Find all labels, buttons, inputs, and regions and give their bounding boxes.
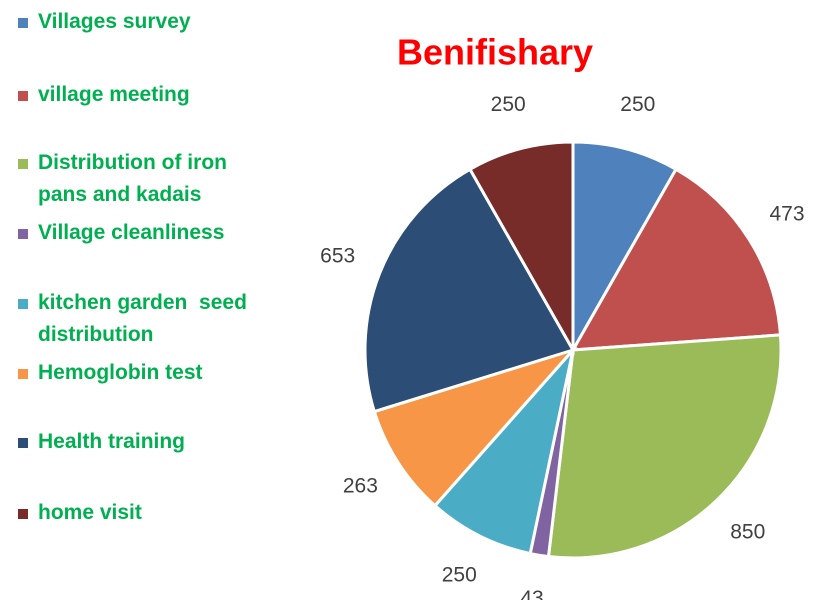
pie-slice (432, 344, 576, 556)
legend-item: village meeting (18, 79, 280, 111)
legend-label: Health training (38, 430, 186, 453)
legend-item: Hemoglobin test (18, 357, 280, 389)
legend-swatch (18, 369, 28, 379)
legend-swatch (18, 159, 28, 169)
legend-label: Distribution of iron pans and kadais (38, 151, 233, 206)
legend-label: village meeting (38, 83, 190, 106)
legend-swatch (18, 229, 28, 239)
data-label: 653 (320, 245, 355, 268)
legend-label: kitchen garden seed distribution (38, 291, 253, 346)
legend-label: Hemoglobin test (38, 361, 203, 384)
pie-slice (546, 333, 783, 560)
pie-slice (467, 140, 575, 356)
legend-item: Health training (18, 426, 280, 458)
data-label: 250 (620, 93, 655, 116)
legend-item: Village cleanliness (18, 217, 280, 249)
chart-title: Benifishary (397, 32, 593, 73)
legend-label: home visit (38, 501, 142, 524)
data-label: 43 (520, 587, 543, 600)
legend-item: Villages survey (18, 6, 280, 38)
data-label: 473 (769, 203, 804, 226)
data-label: 263 (343, 475, 378, 498)
pie-slice (571, 140, 679, 356)
legend-label: Village cleanliness (38, 221, 225, 244)
legend-item: Distribution of iron pans and kadais (18, 147, 280, 211)
legend-item: home visit (18, 497, 280, 529)
legend-swatch (18, 438, 28, 448)
pie-slice (363, 167, 576, 414)
data-label: 250 (491, 93, 526, 116)
pie-slice (570, 167, 783, 352)
legend-label: Villages survey (38, 10, 191, 33)
legend-item: kitchen garden seed distribution (18, 287, 280, 351)
legend-swatch (18, 18, 28, 28)
pie-slice (372, 346, 578, 508)
data-label: 250 (442, 564, 477, 587)
legend-swatch (18, 91, 28, 101)
data-label: 850 (730, 520, 765, 543)
legend-swatch (18, 299, 28, 309)
legend-swatch (18, 509, 28, 519)
